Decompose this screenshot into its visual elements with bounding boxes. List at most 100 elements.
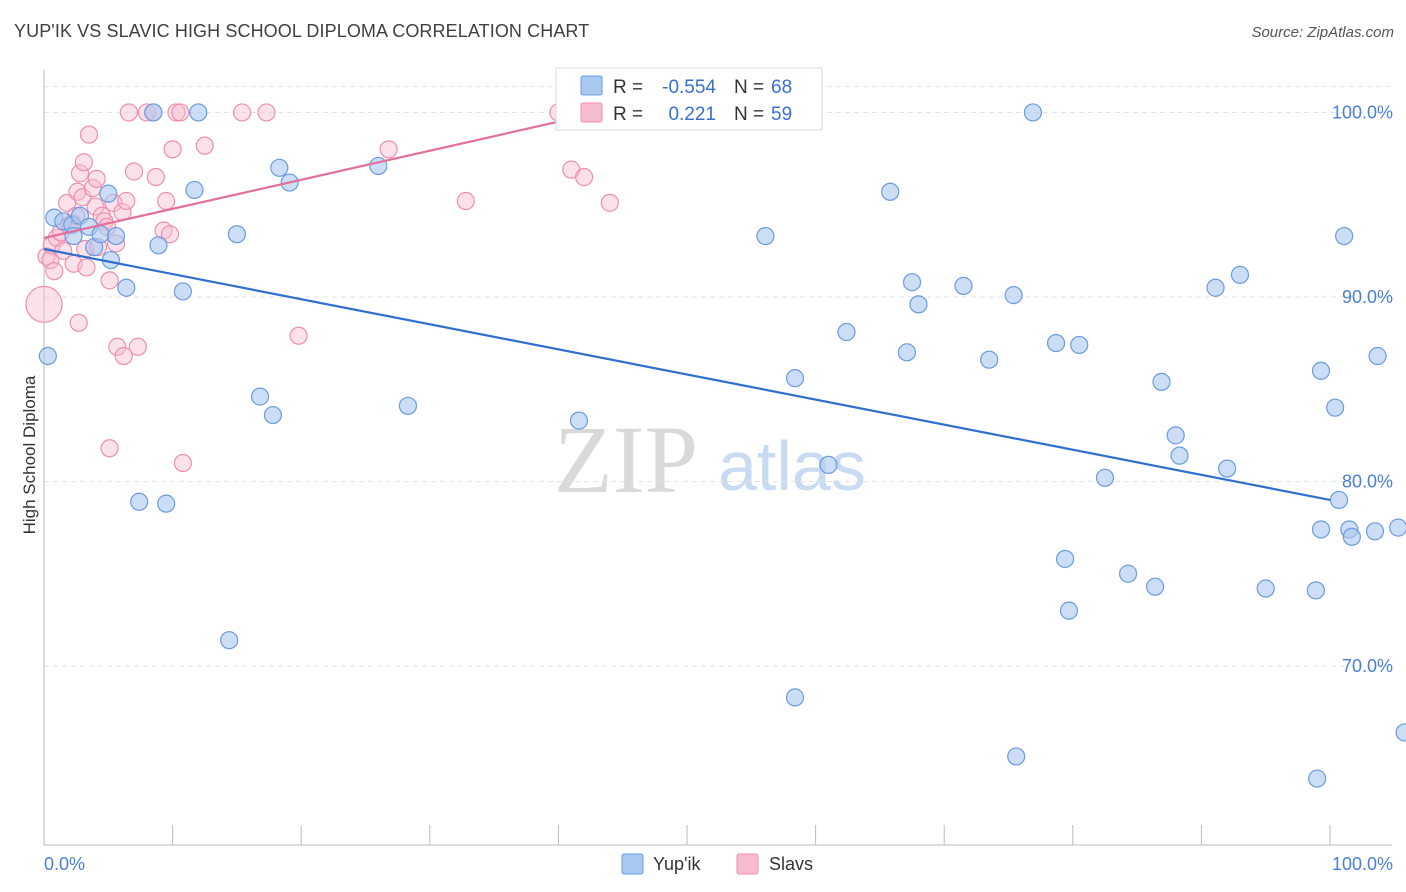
slavs-point: [114, 346, 133, 366]
yupik-point: [1308, 769, 1327, 788]
yupik-point: [173, 282, 192, 301]
yupik-point: [1311, 520, 1331, 539]
yupik-point: [785, 369, 805, 388]
yupik-point: [1146, 577, 1165, 596]
slavs-point: [146, 167, 165, 187]
trend-lines: [43, 120, 1331, 502]
slavs-point: [167, 103, 186, 122]
yupik-point: [1166, 426, 1185, 445]
stats-yupik-n-value: 68: [771, 77, 792, 98]
yupik-point: [1329, 490, 1349, 510]
yupik-point: [1311, 361, 1331, 380]
x-ticks: [43, 825, 1331, 845]
yupik-point: [1070, 335, 1089, 355]
legend-yupik-swatch: [621, 853, 644, 875]
slavs-point: [100, 271, 119, 290]
yupik-point: [785, 688, 805, 707]
x-tick-label-max: 100.0%: [1332, 854, 1393, 874]
stats-slavs-n-label: N =: [734, 104, 764, 125]
stats-yupik-swatch: [580, 75, 603, 96]
yupik-point: [1206, 278, 1225, 297]
yupik-point: [220, 631, 239, 650]
yupik-point: [189, 103, 208, 122]
yupik-point: [1389, 518, 1406, 537]
yupik-point: [1152, 372, 1171, 391]
yupik-point: [1230, 265, 1250, 284]
slavs-point: [160, 225, 180, 244]
yupik-point: [1306, 581, 1325, 600]
yupik-point: [149, 236, 168, 255]
yupik-point: [99, 184, 118, 203]
yupik-point: [38, 346, 57, 366]
yupik-point: [1170, 446, 1189, 465]
yupik-point: [902, 273, 922, 292]
slavs-point: [79, 125, 99, 144]
yupik-point: [1256, 579, 1275, 598]
slavs-point: [70, 164, 90, 183]
stats-slavs-r-value: 0.221: [668, 104, 716, 125]
yupik-point: [1218, 459, 1237, 478]
x-tick-label-min: 0.0%: [44, 854, 85, 874]
slavs-point: [25, 285, 63, 323]
yupik-point: [1342, 527, 1361, 546]
slavs-point: [173, 453, 192, 473]
slavs-point: [124, 162, 144, 181]
slavs-point: [73, 188, 92, 207]
yupik-point: [1368, 346, 1387, 366]
yupik-point: [227, 225, 246, 244]
slavs-point: [379, 140, 398, 159]
gridlines: [44, 86, 1392, 667]
slavs-point: [87, 169, 106, 188]
slavs-point: [108, 337, 127, 356]
slavs-point: [68, 182, 87, 201]
stats-slavs-n-value: 59: [771, 104, 792, 125]
yupik-point: [954, 276, 973, 295]
slavs-point: [157, 191, 176, 211]
yupik-point: [263, 405, 283, 425]
yupik-point: [117, 278, 136, 297]
slavs-points: [25, 103, 619, 473]
slavs-point: [289, 326, 308, 345]
slavs-trend-line: [43, 120, 559, 239]
yupik-point: [144, 103, 163, 122]
y-tick-label: 90.0%: [1342, 287, 1393, 307]
slavs-point: [74, 153, 93, 172]
y-tick-label: 80.0%: [1342, 471, 1393, 491]
yupik-points: [38, 103, 1406, 788]
yupik-trend-line: [43, 247, 1331, 502]
yupik-point: [1023, 103, 1043, 122]
yupik-point: [1055, 549, 1075, 569]
yupik-point: [157, 494, 176, 513]
stats-box: R = -0.554 N = 68 R = 0.221 N = 59: [555, 67, 823, 131]
slavs-point: [163, 140, 182, 159]
yupik-point: [1007, 747, 1026, 766]
yupik-point: [980, 350, 999, 369]
legend-slavs-label: Slavs: [769, 854, 813, 874]
yupik-point: [1326, 398, 1345, 417]
yupik-point: [1059, 601, 1079, 620]
stats-slavs-r-label: R =: [613, 104, 643, 125]
yupik-point: [1004, 286, 1023, 305]
stats-yupik-r-value: -0.554: [662, 77, 716, 98]
y-tick-labels: 70.0% 80.0% 90.0% 100.0%: [1332, 102, 1393, 676]
slavs-point: [45, 262, 64, 281]
slavs-point: [128, 337, 147, 356]
yupik-point: [1365, 522, 1385, 541]
slavs-point: [119, 103, 138, 122]
yupik-point: [185, 180, 204, 200]
slavs-point: [41, 250, 60, 270]
yupik-point: [819, 455, 838, 474]
slavs-point: [171, 103, 190, 122]
yupik-point: [756, 226, 775, 246]
watermark: ZIP atlas: [554, 406, 866, 513]
source-label: Source: ZipAtlas.com: [1251, 24, 1394, 41]
slavs-point: [575, 167, 594, 187]
yupik-point: [1046, 333, 1066, 353]
yupik-point: [837, 322, 856, 342]
yupik-point: [881, 182, 900, 201]
slavs-point: [456, 191, 475, 211]
legend-yupik-label: Yup'ik: [653, 854, 701, 874]
slavs-point: [69, 313, 88, 332]
axes: [43, 70, 1392, 846]
